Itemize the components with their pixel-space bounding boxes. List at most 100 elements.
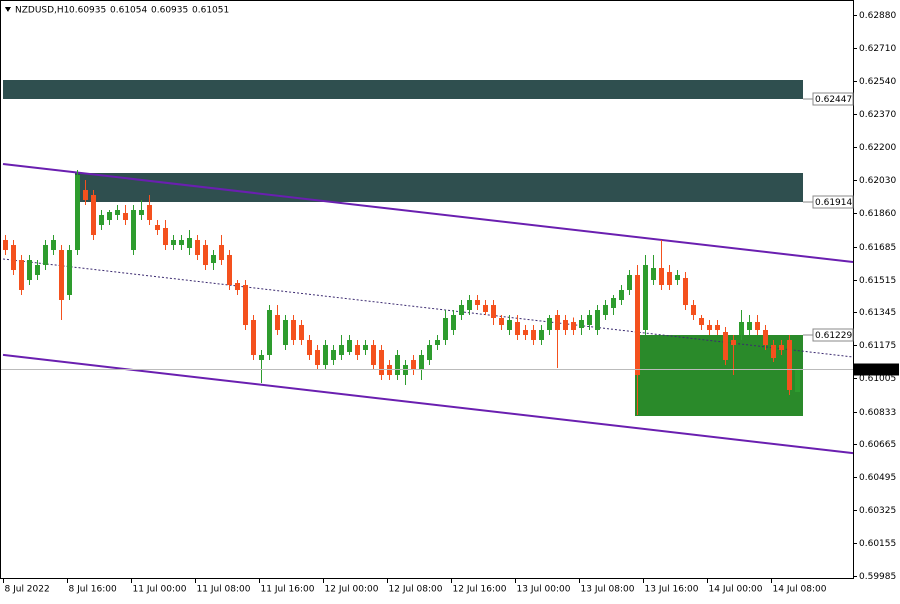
candle-body: [475, 300, 480, 305]
candle-body: [307, 340, 312, 355]
x-tick-label: 11 Jul 00:00: [133, 585, 187, 595]
candle-body: [643, 265, 648, 330]
y-tick-label: 0.62880: [859, 11, 896, 21]
candle-body: [795, 369, 800, 392]
candle-body: [267, 309, 272, 355]
x-tick-label: 13 Jul 08:00: [581, 585, 635, 595]
candle-body: [491, 304, 496, 319]
zone-label-box: [812, 92, 854, 106]
candle-body: [563, 320, 568, 330]
candle-body: [203, 245, 208, 266]
candle-body: [227, 254, 232, 285]
candle-body: [139, 209, 144, 216]
candle-body: [531, 329, 536, 341]
candle-body: [707, 325, 712, 330]
candle-body: [243, 284, 248, 326]
y-tick-label: 0.59985: [859, 572, 896, 582]
candle-body: [331, 350, 336, 360]
candle-body: [123, 213, 128, 221]
y-tick-label: 0.61345: [859, 308, 896, 318]
plot-border: [0, 0, 854, 579]
candle-body: [11, 245, 16, 271]
candle-body: [187, 238, 192, 248]
candle-body: [179, 240, 184, 246]
y-tick-label: 0.60155: [859, 539, 896, 549]
y-tick-label: 0.61685: [859, 243, 896, 253]
candle-body: [635, 275, 640, 376]
current-price-box: [854, 363, 899, 376]
candle-body: [379, 350, 384, 376]
candle-body: [651, 268, 656, 280]
candle-body: [363, 345, 368, 351]
candle-body: [731, 340, 736, 346]
channel-line: [2, 353, 854, 455]
x-tick-label: 13 Jul 00:00: [517, 585, 571, 595]
candle-body: [779, 345, 784, 351]
candle-body: [115, 209, 120, 216]
candle-body: [675, 275, 680, 280]
candle-body: [763, 329, 768, 346]
candle-body: [275, 315, 280, 330]
candle-body: [507, 320, 512, 330]
candle-body: [595, 309, 600, 330]
x-tick-label: 14 Jul 00:00: [709, 585, 763, 595]
menu-arrow[interactable]: [5, 7, 11, 12]
candle-body: [395, 354, 400, 376]
y-tick-label: 0.60665: [859, 440, 896, 450]
candle-body: [3, 240, 8, 251]
candle-body: [667, 271, 672, 285]
header-close: 0.61051: [192, 6, 229, 16]
candle-body: [315, 350, 320, 366]
candle-body: [211, 254, 216, 264]
candle-body: [451, 315, 456, 330]
candle-body: [411, 359, 416, 371]
zone-label: 0.62447: [815, 95, 852, 105]
x-tick-label: 8 Jul 16:00: [69, 585, 118, 595]
candle-body: [83, 190, 88, 201]
candle-body: [283, 320, 288, 346]
candle-body: [539, 329, 544, 341]
candle-body: [339, 345, 344, 355]
candle-body: [555, 315, 560, 330]
candle-body: [347, 340, 352, 353]
candle-body: [219, 245, 224, 260]
candle-body: [715, 325, 720, 330]
x-tick-label: 11 Jul 16:00: [261, 585, 315, 595]
candle-body: [291, 320, 296, 341]
candle-body: [691, 304, 696, 316]
candle-body: [723, 331, 728, 360]
candle-body: [627, 275, 632, 291]
y-tick-label: 0.62370: [859, 110, 896, 120]
candle-body: [259, 354, 264, 360]
candle-body: [523, 329, 528, 335]
y-tick-label: 0.61860: [859, 209, 896, 219]
candle-body: [147, 204, 152, 221]
candle-body: [739, 321, 744, 335]
candle-body: [683, 278, 688, 305]
candle-body: [603, 304, 608, 316]
candle-body: [755, 321, 760, 330]
x-tick-label: 12 Jul 08:00: [389, 585, 443, 595]
header-high: 0.61054: [110, 6, 147, 16]
header-open: 0.60935: [69, 6, 106, 16]
candle-body: [107, 211, 112, 221]
candle-body: [587, 315, 592, 326]
y-tick-label: 0.60325: [859, 506, 896, 516]
candle-body: [403, 365, 408, 376]
candle-body: [771, 345, 776, 359]
x-tick-label: 13 Jul 16:00: [645, 585, 699, 595]
candle-body: [91, 195, 96, 235]
candle-body: [131, 209, 136, 251]
candle-body: [387, 365, 392, 376]
candle-body: [611, 297, 616, 309]
candle-body: [435, 340, 440, 346]
candle-body: [195, 240, 200, 255]
y-tick-label: 0.60833: [859, 408, 896, 418]
candle-body: [579, 320, 584, 328]
zone: [635, 334, 803, 416]
candle-body: [571, 321, 576, 330]
candle-body: [467, 300, 472, 310]
candle-body: [43, 245, 48, 266]
candle-body: [499, 318, 504, 326]
